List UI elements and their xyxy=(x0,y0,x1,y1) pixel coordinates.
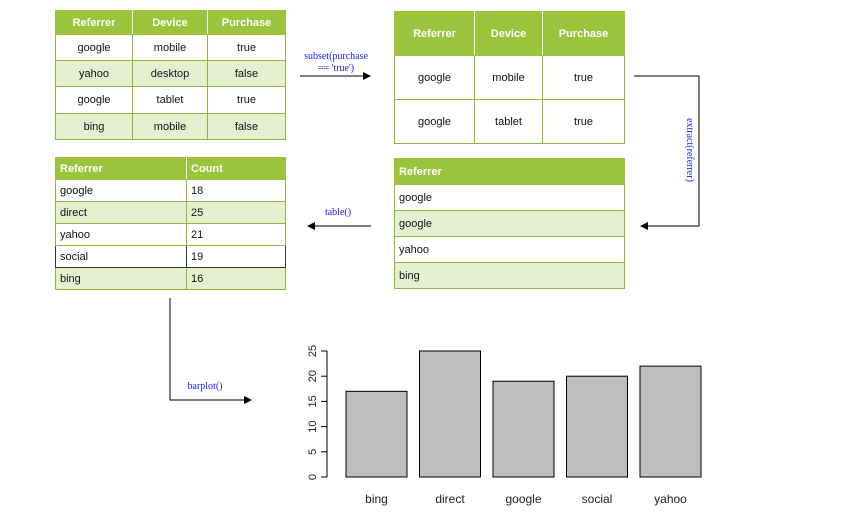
cell: false xyxy=(207,113,286,140)
y-tick-label: 5 xyxy=(307,449,319,455)
cell: google xyxy=(394,55,475,100)
bars xyxy=(345,350,702,478)
cell: social xyxy=(55,245,187,268)
cell: bing xyxy=(55,113,133,140)
referrer-table: Referrer google google yahoo bing xyxy=(394,158,625,289)
table-row: yahoo desktop false xyxy=(55,60,286,87)
cell: true xyxy=(542,55,625,100)
table-row: bing mobile false xyxy=(55,113,286,140)
table-row: google mobile true xyxy=(55,34,286,61)
subset-label-line2: == 'true') xyxy=(317,63,355,74)
cell: mobile xyxy=(132,34,208,61)
cell: bing xyxy=(394,262,625,289)
cell: yahoo xyxy=(55,60,133,87)
bar-social xyxy=(566,375,628,478)
bar-google xyxy=(492,380,555,478)
x-tick-label: bing xyxy=(365,492,388,506)
cell: false xyxy=(207,60,286,87)
cell: mobile xyxy=(474,55,543,100)
subset-table: Referrer Device Purchase google mobile t… xyxy=(394,11,625,144)
cell: true xyxy=(207,34,286,61)
cell: desktop xyxy=(132,60,208,87)
cell: true xyxy=(542,99,625,144)
col-header-referrer: Referrer xyxy=(55,10,133,35)
y-tick-label: 15 xyxy=(307,395,319,407)
count-table: Referrer Count google 18 direct 25 yahoo… xyxy=(55,157,286,290)
table-row: yahoo 21 xyxy=(55,223,286,246)
bar-direct xyxy=(419,350,481,478)
x-tick-label: direct xyxy=(435,492,465,506)
table-row: bing xyxy=(394,262,625,289)
x-axis-labels: bing direct google social yahoo xyxy=(365,492,687,506)
col-header-device: Device xyxy=(474,11,543,56)
y-tick-label: 0 xyxy=(307,474,319,480)
col-header-referrer: Referrer xyxy=(394,11,475,56)
subset-label: subset(purchase == 'true') xyxy=(296,51,376,75)
bar-yahoo xyxy=(639,365,702,478)
x-tick-label: yahoo xyxy=(654,492,687,506)
cell: tablet xyxy=(474,99,543,144)
cell: google xyxy=(394,99,475,144)
y-axis: 0 5 10 15 20 25 xyxy=(307,345,328,480)
cell: bing xyxy=(55,267,187,290)
table-row: google xyxy=(394,210,625,237)
cell: 16 xyxy=(186,267,286,290)
barplot-label: barplot() xyxy=(187,381,223,392)
table-row: google tablet true xyxy=(394,99,625,144)
col-header-count: Count xyxy=(186,157,286,180)
table-row: direct 25 xyxy=(55,201,286,224)
table-row: google tablet true xyxy=(55,86,286,114)
col-header-referrer: Referrer xyxy=(55,157,187,180)
cell: google xyxy=(394,210,625,237)
col-header-purchase: Purchase xyxy=(542,11,625,56)
bar-bing xyxy=(345,390,408,478)
col-header-referrer: Referrer xyxy=(394,158,625,185)
cell: true xyxy=(207,86,286,114)
y-tick-label: 20 xyxy=(307,370,319,382)
x-tick-label: social xyxy=(582,492,613,506)
cell: mobile xyxy=(132,113,208,140)
y-tick-label: 25 xyxy=(307,345,319,357)
x-tick-label: google xyxy=(505,492,541,506)
table-row: bing 16 xyxy=(55,267,286,290)
cell: tablet xyxy=(132,86,208,114)
table-row: google mobile true xyxy=(394,55,625,100)
source-table: Referrer Device Purchase google mobile t… xyxy=(55,10,286,140)
cell: google xyxy=(55,34,133,61)
table-label: table() xyxy=(324,207,352,218)
y-tick-label: 10 xyxy=(307,420,319,432)
subset-label-line1: subset(purchase xyxy=(304,51,368,62)
